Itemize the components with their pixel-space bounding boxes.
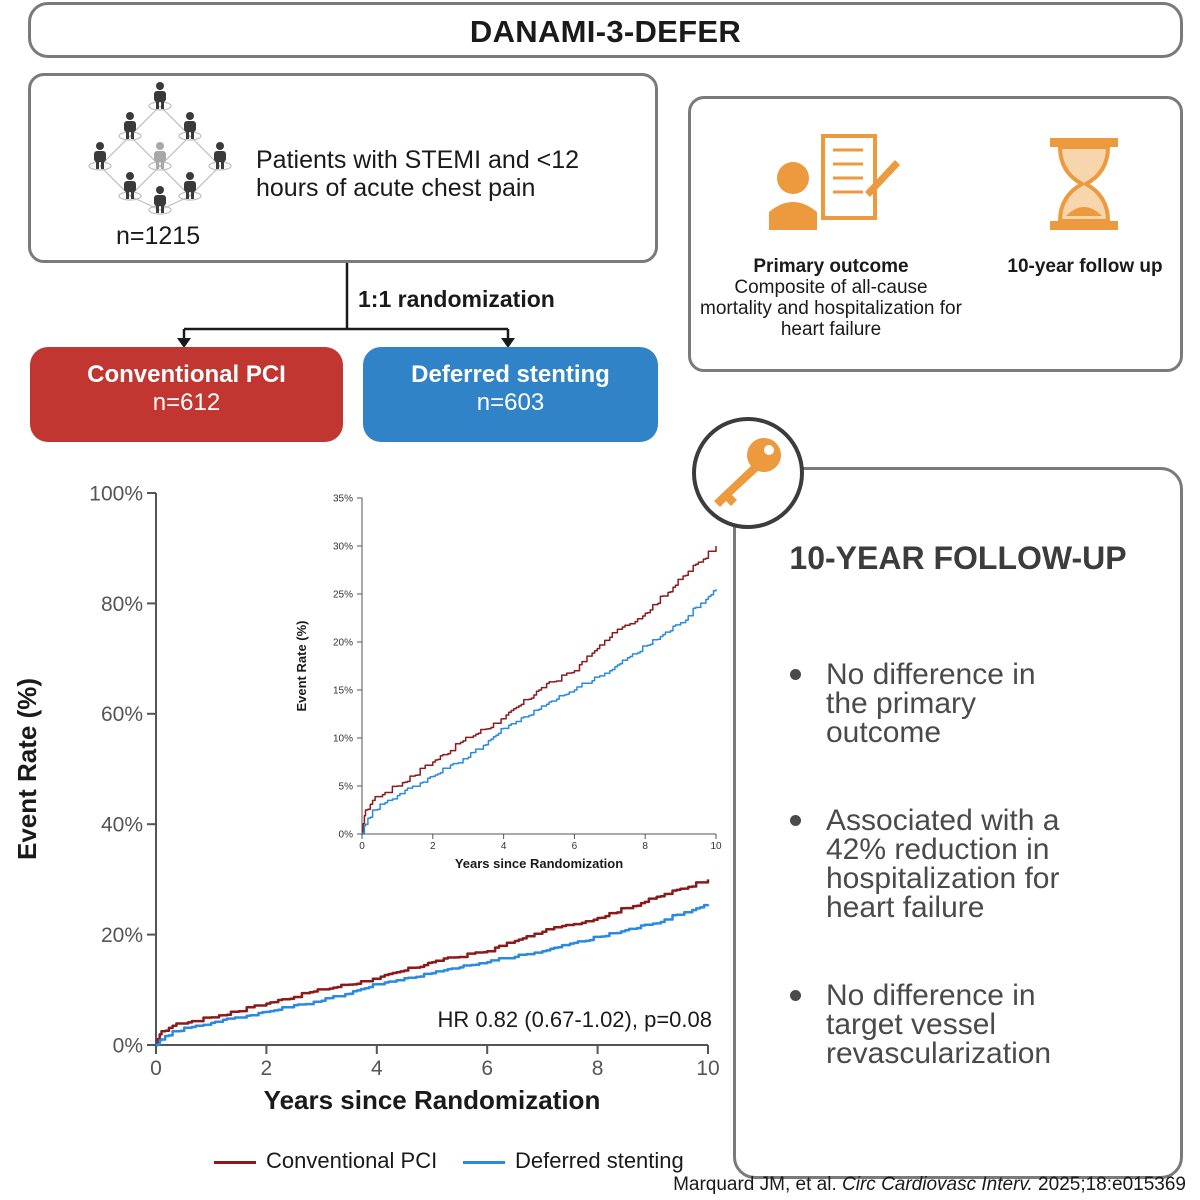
inset-y-tick-label: 25%	[333, 590, 353, 601]
people-network-icon	[88, 82, 232, 215]
inset-y-tick-label: 20%	[333, 638, 353, 649]
population-box	[28, 73, 658, 263]
inset-series-line-deferred-stenting	[362, 589, 717, 835]
inset-y-tick-label: 10%	[333, 734, 353, 745]
citation-journal: Circ Cardiovasc Interv.	[842, 1174, 1033, 1195]
main-y-tick-label: 0%	[113, 1034, 143, 1057]
primary-outcome-heading: Primary outcome	[753, 256, 909, 277]
inset-y-tick-label: 5%	[339, 782, 354, 793]
legend-label: Deferred stenting	[515, 1148, 684, 1173]
population-description: Patients with STEMI and <12 hours of acu…	[256, 146, 580, 202]
main-y-tick-label: 60%	[101, 703, 143, 726]
deferred-stenting-arm: Deferred stenting n=603	[363, 347, 658, 442]
inset-y-tick-label: 30%	[333, 542, 353, 553]
inset-x-tick-label: 6	[572, 841, 578, 852]
arm-count: n=603	[476, 389, 545, 416]
legend-deferred-stenting: Deferred stenting	[463, 1148, 684, 1174]
legend-label: Conventional PCI	[266, 1148, 438, 1173]
citation: Marquard JM, et al. Circ Cardiovasc Inte…	[673, 1174, 1186, 1196]
finding-text: No difference in target vessel revascula…	[826, 979, 1052, 1070]
legend-swatch	[214, 1160, 256, 1164]
citation-authors: Marquard JM, et al.	[673, 1174, 843, 1195]
main-y-tick-label: 40%	[101, 814, 143, 837]
main-series-line-conventional-pci	[156, 879, 710, 1047]
bullet-dot	[790, 815, 801, 826]
inset-y-tick-label: 0%	[339, 830, 354, 841]
bullet-dot	[790, 990, 801, 1001]
inset-x-axis-title: Years since Randomization	[455, 856, 623, 871]
bullet-dot	[790, 669, 801, 680]
inset-y-tick-label: 35%	[333, 494, 353, 505]
inset-x-tick-label: 4	[501, 841, 507, 852]
main-y-tick-label: 80%	[101, 593, 143, 616]
main-x-axis-title: Years since Randomization	[264, 1085, 601, 1115]
main-x-tick-label: 8	[592, 1057, 604, 1080]
title-banner: DANAMI-3-DEFER	[28, 2, 1183, 58]
main-series-line-deferred-stenting	[156, 903, 710, 1047]
legend-swatch	[463, 1160, 505, 1164]
finding-text: No difference in the primary outcome	[826, 658, 1036, 749]
randomization-connector	[177, 263, 515, 348]
population-count: n=1215	[116, 222, 201, 250]
inset-x-tick-label: 8	[642, 841, 648, 852]
inset-x-tick-label: 0	[359, 841, 365, 852]
randomization-label: 1:1 randomization	[358, 286, 555, 312]
clipboard-person-icon	[769, 134, 900, 230]
hazard-ratio-annotation: HR 0.82 (0.67-1.02), p=0.08	[437, 1007, 712, 1032]
inset-series-line-conventional-pci	[362, 546, 717, 835]
key-findings-box	[733, 467, 1183, 1179]
primary-outcome: Primary outcome Composite of all-cause m…	[696, 256, 966, 340]
event-rate-chart: 0 2 4 6 8 100%20%40%60%80%100%Years since Ran…	[12, 482, 722, 1115]
conventional-pci-arm: Conventional PCI n=612	[30, 347, 343, 442]
main-x-tick-label: 10	[696, 1057, 719, 1080]
main-x-tick-label: 0	[150, 1057, 162, 1080]
followup-label: 10-year follow up	[1007, 256, 1163, 277]
inset-x-tick-label: 10	[710, 841, 722, 852]
inset-x-tick-label: 2	[430, 841, 436, 852]
primary-outcome-description: Composite of all-cause mortality and hos…	[700, 277, 962, 340]
main-x-tick-label: 2	[261, 1057, 273, 1080]
key-icon	[692, 417, 804, 529]
main-x-tick-label: 6	[481, 1057, 493, 1080]
main-y-axis-title: Event Rate (%)	[12, 678, 42, 860]
key-findings-title: 10-YEAR FOLLOW-UP	[789, 540, 1127, 576]
inset-y-axis-title: Event Rate (%)	[294, 620, 309, 711]
citation-ref: 2025;18:e015369	[1032, 1174, 1186, 1195]
main-y-tick-label: 100%	[89, 482, 143, 505]
page-title: DANAMI-3-DEFER	[469, 14, 742, 49]
inset-y-tick-label: 15%	[333, 686, 353, 697]
arm-count: n=612	[152, 389, 221, 416]
main-y-tick-label: 20%	[101, 924, 143, 947]
arm-name: Conventional PCI	[87, 361, 286, 388]
arm-name: Deferred stenting	[411, 361, 610, 388]
legend-conventional-pci: Conventional PCI	[214, 1148, 437, 1174]
hourglass-icon	[1050, 138, 1118, 230]
main-x-tick-label: 4	[371, 1057, 383, 1080]
finding-text: Associated with a 42% reduction in hospi…	[826, 804, 1060, 924]
